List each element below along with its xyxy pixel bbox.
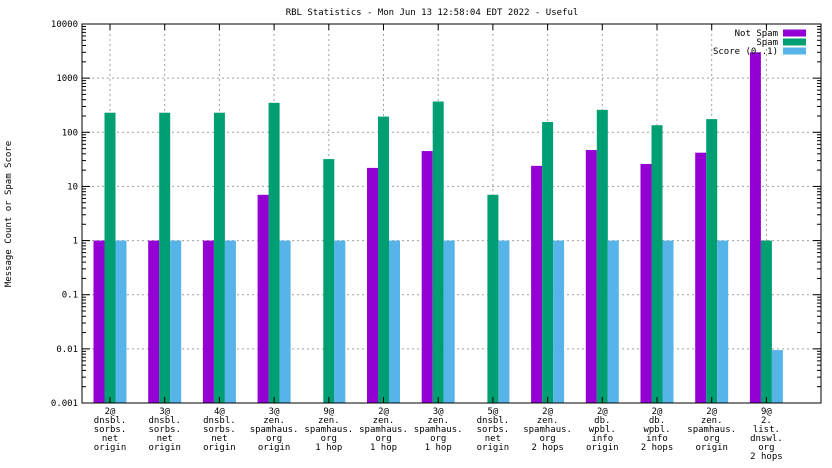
bar-series-2 bbox=[443, 240, 455, 403]
bar-series-0 bbox=[367, 167, 378, 403]
bar-series-0 bbox=[585, 150, 597, 403]
bar-series-0 bbox=[93, 240, 105, 403]
bar-series-2 bbox=[553, 240, 565, 403]
bar-series-1 bbox=[651, 125, 663, 404]
bar-series-1 bbox=[542, 121, 554, 403]
chart-title: RBL Statistics - Mon Jun 13 12:58:04 EDT… bbox=[286, 8, 579, 18]
legend-swatch bbox=[783, 29, 806, 37]
bar-series-0 bbox=[148, 240, 160, 403]
y-tick-label: 1000 bbox=[56, 74, 78, 84]
bar-series-2 bbox=[115, 240, 127, 403]
axis-labels: 0.001 0.01 0.1 1 10 100 1000 10000 2@ dnsbl. sorbs… bbox=[51, 20, 783, 462]
bar-series-1 bbox=[432, 101, 444, 403]
bar-series-1 bbox=[213, 112, 225, 403]
bar-series-1 bbox=[596, 109, 608, 403]
x-tick-label: 2@ zen. spamhaus. org origin bbox=[687, 407, 736, 453]
plot-frame bbox=[81, 23, 822, 404]
y-tick-label: 0.001 bbox=[51, 399, 78, 409]
bar-series-0 bbox=[640, 163, 652, 403]
bar-series-1 bbox=[323, 159, 335, 403]
bar-series-0 bbox=[695, 152, 707, 403]
x-tick-label: 2@ db. wpbl. info origin bbox=[586, 407, 619, 453]
x-tick-label: 5@ dnsbl. sorbs. net origin bbox=[477, 407, 510, 453]
bar-series-1 bbox=[268, 102, 280, 404]
x-tick-label: 2@ dnsbl. sorbs. net origin bbox=[94, 407, 127, 453]
bar-series-2 bbox=[717, 240, 729, 403]
bar-series-1 bbox=[104, 112, 116, 403]
bar-series-0 bbox=[257, 194, 269, 403]
axis-ticks bbox=[82, 23, 821, 404]
bar-series-2 bbox=[334, 240, 346, 403]
x-tick-label: 9@ 2. list. dnswl. org 2 hops bbox=[750, 407, 783, 462]
bar-series-2 bbox=[389, 240, 400, 403]
x-tick-label: 2@ db. wpbl. info 2 hops bbox=[641, 407, 674, 453]
bar-series-0 bbox=[421, 151, 433, 403]
x-tick-label: 3@ dnsbl. sorbs. net origin bbox=[148, 407, 181, 453]
bar-series-1 bbox=[760, 240, 772, 403]
bar-series-2 bbox=[662, 240, 674, 403]
bar-series-0 bbox=[531, 165, 543, 403]
bar-series-2 bbox=[607, 240, 619, 403]
bar-series-2 bbox=[224, 240, 236, 403]
x-tick-label: 4@ dnsbl. sorbs. net origin bbox=[203, 407, 236, 453]
bar-series-1 bbox=[487, 194, 499, 403]
x-tick-label: 9@ zen. spamhaus. org 1 hop bbox=[304, 407, 353, 453]
x-tick-label: 2@ zen. spamhaus. org 1 hop bbox=[359, 407, 408, 453]
y-tick-label: 100 bbox=[62, 128, 78, 138]
y-tick-label: 10000 bbox=[51, 20, 78, 30]
bar-series-1 bbox=[706, 119, 718, 403]
bar-series-2 bbox=[498, 240, 510, 403]
legend-label: Score (0..1) bbox=[713, 47, 778, 57]
legend-swatch bbox=[783, 38, 806, 46]
legend-swatch bbox=[783, 47, 806, 55]
y-tick-label: 1 bbox=[73, 237, 78, 247]
bar-series-1 bbox=[378, 116, 389, 404]
x-tick-label: 3@ zen. spamhaus. org 1 hop bbox=[414, 407, 463, 453]
y-axis-label: Message Count or Spam Score bbox=[4, 141, 14, 287]
x-tick-label: 2@ zen. spamhaus. org 2 hops bbox=[523, 407, 572, 453]
bar-series-0 bbox=[749, 52, 761, 403]
y-tick-label: 0.01 bbox=[56, 345, 78, 355]
legend-label: Not Spam bbox=[735, 29, 778, 39]
x-tick-label: 3@ zen. spamhaus. org origin bbox=[250, 407, 299, 453]
y-tick-label: 10 bbox=[67, 182, 78, 192]
legend-label: Spam bbox=[756, 38, 778, 48]
bar-series-2 bbox=[170, 240, 182, 403]
bar-series-0 bbox=[202, 240, 214, 403]
bar-series-1 bbox=[159, 112, 171, 403]
y-tick-label: 0.1 bbox=[62, 291, 78, 301]
bars bbox=[93, 52, 783, 404]
bar-series-2 bbox=[279, 240, 291, 403]
bar-series-2 bbox=[771, 350, 783, 403]
